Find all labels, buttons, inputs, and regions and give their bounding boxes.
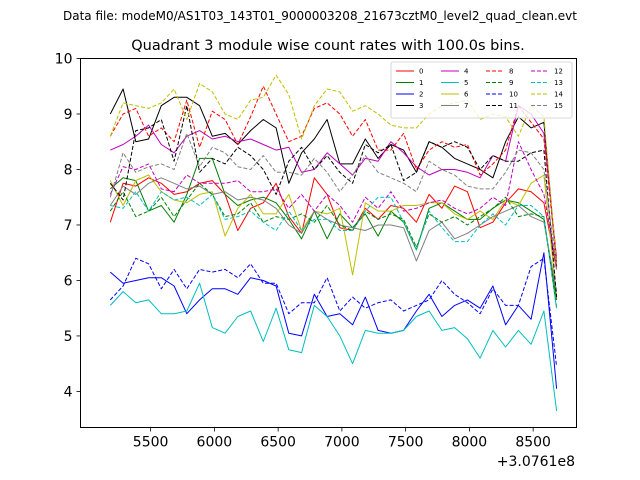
x-tick-label: 5500 bbox=[133, 435, 169, 451]
y-tick-label: 6 bbox=[64, 273, 73, 289]
series-line-13 bbox=[110, 191, 558, 309]
y-tick-label: 5 bbox=[64, 329, 73, 345]
series-line-15 bbox=[109, 132, 558, 270]
legend-label-2: 2 bbox=[419, 91, 423, 99]
legend-label-3: 3 bbox=[419, 102, 423, 110]
y-tick-label: 8 bbox=[64, 162, 73, 178]
y-tick-label: 10 bbox=[55, 52, 73, 68]
series-line-5 bbox=[109, 282, 558, 411]
legend-label-4: 4 bbox=[464, 68, 469, 76]
legend-label-6: 6 bbox=[464, 91, 469, 99]
legend-label-5: 5 bbox=[464, 79, 468, 87]
plot-area bbox=[109, 74, 558, 411]
series-line-8 bbox=[109, 85, 558, 262]
chart-suptitle: Data file: modeM0/AS1T03_143T01_90000032… bbox=[63, 9, 577, 23]
legend-label-14: 14 bbox=[554, 91, 563, 99]
series-line-4 bbox=[110, 105, 558, 259]
chart-title: Quadrant 3 module wise count rates with … bbox=[131, 38, 525, 54]
series-line-9 bbox=[109, 182, 558, 309]
legend-label-9: 9 bbox=[509, 79, 513, 87]
plot-frame bbox=[80, 58, 577, 428]
series-line-6 bbox=[109, 174, 558, 298]
series-line-3 bbox=[109, 88, 558, 267]
legend-box bbox=[390, 61, 573, 119]
legend-label-13: 13 bbox=[554, 79, 563, 87]
y-tick-label: 4 bbox=[64, 384, 73, 400]
series-line-1 bbox=[109, 157, 558, 300]
legend-label-10: 10 bbox=[509, 91, 518, 99]
x-tick-label: 7000 bbox=[324, 435, 360, 451]
y-tick-label: 7 bbox=[64, 218, 73, 234]
x-tick-label: 6500 bbox=[260, 435, 296, 451]
x-tick-label: 6000 bbox=[197, 435, 233, 451]
legend-label-11: 11 bbox=[509, 102, 518, 110]
x-offset-label: +3.0761e8 bbox=[497, 454, 575, 470]
legend-label-8: 8 bbox=[509, 68, 513, 76]
legend-label-15: 15 bbox=[554, 102, 563, 110]
series-line-12 bbox=[109, 141, 558, 267]
series-line-2 bbox=[109, 252, 558, 389]
legend-label-12: 12 bbox=[554, 68, 563, 76]
y-tick-label: 9 bbox=[64, 107, 73, 123]
x-tick-label: 8000 bbox=[452, 435, 488, 451]
legend-label-0: 0 bbox=[419, 68, 423, 76]
x-tick-label: 8500 bbox=[515, 435, 551, 451]
legend-label-1: 1 bbox=[419, 79, 423, 87]
series-line-10 bbox=[109, 257, 558, 367]
x-tick-label: 7500 bbox=[388, 435, 424, 451]
legend-label-7: 7 bbox=[464, 102, 468, 110]
series-line-14 bbox=[109, 74, 558, 264]
